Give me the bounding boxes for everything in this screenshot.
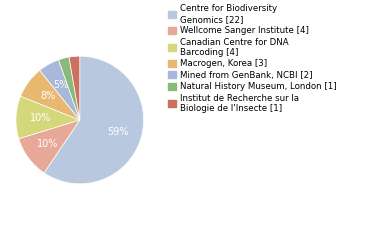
Wedge shape [21, 70, 80, 120]
Text: 59%: 59% [107, 126, 128, 137]
Wedge shape [19, 120, 80, 173]
Wedge shape [16, 96, 80, 139]
Text: 10%: 10% [30, 113, 51, 123]
Wedge shape [44, 56, 144, 184]
Text: 10%: 10% [37, 138, 59, 149]
Text: 5%: 5% [53, 80, 68, 90]
Legend: Centre for Biodiversity
Genomics [22], Wellcome Sanger Institute [4], Canadian C: Centre for Biodiversity Genomics [22], W… [168, 4, 337, 113]
Wedge shape [40, 60, 80, 120]
Text: 8%: 8% [40, 91, 55, 102]
Wedge shape [59, 57, 80, 120]
Wedge shape [69, 56, 80, 120]
